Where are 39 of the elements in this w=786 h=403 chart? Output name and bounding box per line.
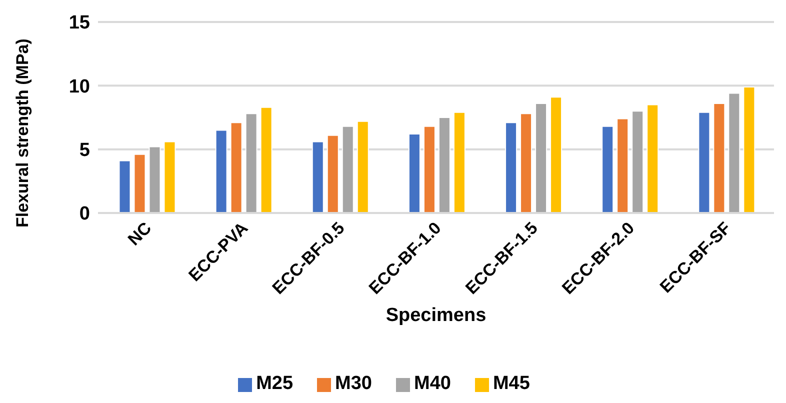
y-tick-label: 15 bbox=[68, 12, 90, 34]
bar bbox=[342, 126, 354, 213]
bar bbox=[230, 122, 242, 213]
bar bbox=[520, 113, 532, 213]
bar bbox=[535, 102, 548, 213]
bar bbox=[245, 113, 258, 213]
legend-label: M45 bbox=[492, 373, 530, 394]
legend-label: M40 bbox=[414, 373, 451, 394]
bar bbox=[423, 126, 436, 213]
bar bbox=[646, 104, 659, 213]
bar bbox=[148, 146, 161, 213]
bar bbox=[408, 134, 420, 213]
bar bbox=[118, 160, 131, 213]
bar bbox=[164, 141, 176, 213]
bar bbox=[713, 102, 726, 213]
y-tick-label: 0 bbox=[79, 204, 90, 225]
bar bbox=[326, 134, 339, 213]
bar bbox=[743, 86, 756, 213]
bar bbox=[312, 141, 324, 213]
bar bbox=[505, 122, 518, 213]
bar bbox=[453, 112, 466, 213]
legend-label: M25 bbox=[256, 373, 294, 394]
bar bbox=[698, 112, 710, 213]
x-axis-title: Specimens bbox=[386, 305, 486, 326]
legend-label: M30 bbox=[335, 373, 372, 394]
bar bbox=[632, 110, 644, 213]
bar bbox=[134, 154, 146, 213]
bar bbox=[728, 92, 740, 213]
bar bbox=[260, 106, 272, 213]
bar bbox=[356, 120, 369, 213]
bar bbox=[438, 117, 450, 213]
bar bbox=[550, 96, 562, 213]
y-tick-label: 10 bbox=[68, 76, 90, 98]
y-axis-title: Flexural strength (MPa) bbox=[13, 38, 32, 228]
y-tick-label: 5 bbox=[79, 140, 90, 162]
bar bbox=[602, 126, 614, 213]
bar bbox=[215, 130, 228, 213]
bar bbox=[616, 118, 629, 213]
x-tick-label: NC bbox=[124, 218, 156, 250]
